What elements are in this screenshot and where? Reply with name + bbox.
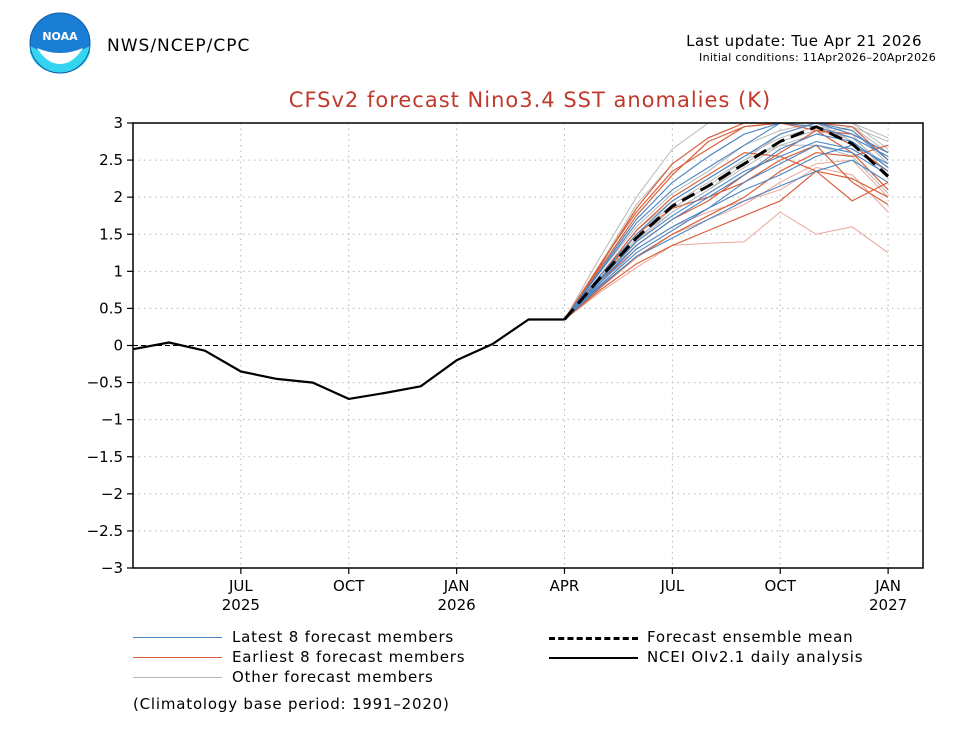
y-ticks: 3 2.5 2 1.5 1 0.5 0 −0.5 −1 −1.5 −2 −2.5 −3	[87, 114, 133, 577]
latest-member-line-7	[564, 122, 889, 320]
x-tick-label-2: JAN	[443, 577, 470, 595]
y-tick-label-9: −1.5	[87, 448, 123, 466]
other-member-line-4	[564, 126, 889, 320]
x-tick-label-6: JAN	[874, 577, 901, 595]
x-tick-label-1: OCT	[333, 577, 365, 595]
earliest-members-layer	[563, 122, 889, 320]
latest-member-line-3	[564, 159, 889, 320]
latest-member-line-4	[564, 122, 889, 320]
mean-layer	[563, 125, 890, 321]
other-member-line-9	[564, 159, 889, 320]
y-tick-label-2: 2	[113, 188, 123, 206]
chart-title: CFSv2 forecast Nino3.4 SST anomalies (K)	[288, 88, 772, 112]
x-tick-label-3: APR	[550, 577, 580, 595]
observed-layer	[132, 318, 565, 400]
header: NOAA NWS/NCEP/CPC Last update: Tue Apr 2…	[0, 0, 960, 120]
x-tick-label-5: OCT	[765, 577, 797, 595]
latest-member-line-8	[564, 144, 889, 320]
y-tick-label-5: 0.5	[99, 299, 123, 317]
x-tick-year-2: 2026	[438, 596, 476, 614]
y-tick-label-6: 0	[113, 337, 123, 355]
noaa-logo: NOAA	[29, 12, 91, 74]
latest-members-layer	[564, 122, 889, 320]
y-tick-label-10: −2	[101, 485, 123, 503]
y-tick-label-11: −2.5	[87, 522, 123, 540]
initial-conditions: Initial conditions: 11Apr2026–20Apr2026	[699, 51, 936, 64]
last-update: Last update: Tue Apr 21 2026	[686, 32, 922, 50]
y-tick-label-12: −3	[101, 559, 123, 577]
climatology-note: (Climatology base period: 1991–2020)	[133, 695, 450, 713]
earliest-member-line-5	[564, 152, 889, 320]
x-tick-label-4: JUL	[659, 577, 684, 595]
y-tick-label-1: 2.5	[99, 151, 123, 169]
y-tick-label-7: −0.5	[87, 374, 123, 392]
x-tick-label-0: JUL	[228, 577, 253, 595]
x-tick-year-0: 2025	[222, 596, 260, 614]
latest-member-line-5	[564, 140, 889, 320]
y-tick-label-4: 1	[113, 262, 123, 280]
agency-label: NWS/NCEP/CPC	[107, 36, 251, 56]
observed-line	[132, 318, 565, 400]
y-tick-label-3: 1.5	[99, 225, 123, 243]
earliest-member-line-4	[564, 144, 889, 320]
x-tick-year-6: 2027	[869, 596, 907, 614]
other-members-layer	[564, 122, 889, 320]
ensemble-mean-line	[563, 125, 890, 321]
logo-text: NOAA	[42, 30, 78, 43]
earliest-member-line-2	[564, 170, 889, 320]
latest-member-line-1	[564, 144, 889, 320]
latest-member-line-2	[564, 122, 889, 320]
earliest-member-line-1	[564, 122, 889, 320]
y-tick-label-0: 3	[113, 114, 123, 132]
other-member-line-2	[564, 211, 889, 320]
noaa-logo-icon: NOAA	[29, 12, 91, 74]
y-tick-label-8: −1	[101, 411, 123, 429]
latest-member-line-6	[564, 133, 889, 320]
